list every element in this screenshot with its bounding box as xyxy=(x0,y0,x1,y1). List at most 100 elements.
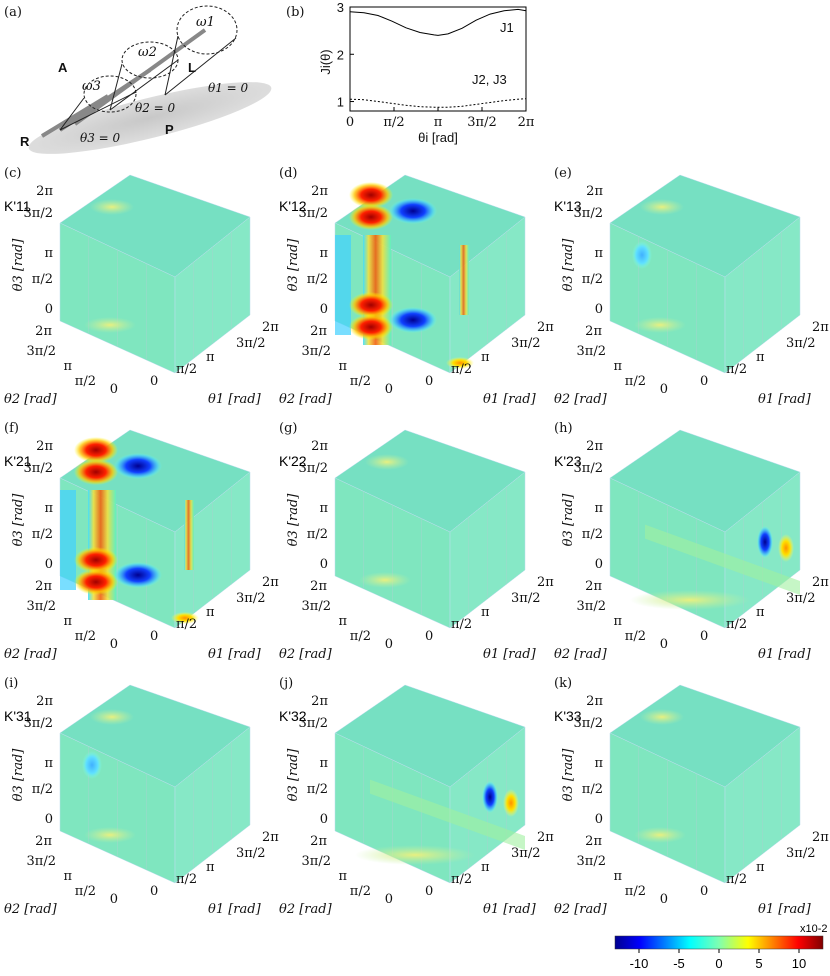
point-r-label: R xyxy=(20,134,30,149)
theta2-tick: 3π/2 xyxy=(27,599,56,614)
theta3-tick: 0 xyxy=(320,302,328,317)
heat-blob-blue xyxy=(114,562,162,588)
theta3-tick: 2π xyxy=(586,184,603,199)
theta1-tick: π xyxy=(206,860,215,875)
theta1-tick: π/2 xyxy=(726,362,747,377)
series-line-1 xyxy=(349,98,527,108)
theta3-tick: 0 xyxy=(595,812,603,827)
panel-b-ylabel: Ji(θ) xyxy=(318,49,333,74)
theta2-tick: π xyxy=(63,614,72,629)
theta2-tick: 0 xyxy=(660,892,668,907)
panel-a-letter: (a) xyxy=(4,5,22,20)
theta1-tick: 0 xyxy=(150,884,158,899)
theta3-axis-label: θ3 [rad] xyxy=(11,748,26,802)
heat-blob-cyan xyxy=(82,751,102,779)
panel-letter: (h) xyxy=(554,421,573,436)
theta1-tick: 0 xyxy=(150,629,158,644)
theta1-axis-label: θ1 [rad] xyxy=(208,392,262,407)
theta1-tick: 3π/2 xyxy=(236,846,265,861)
theta2-tick: π/2 xyxy=(350,629,371,644)
theta3-tick: 2π xyxy=(311,694,328,709)
series-j23-label: J2, J3 xyxy=(472,72,507,87)
theta3-tick: π/2 xyxy=(307,272,328,287)
heat-band xyxy=(370,779,525,850)
theta3-tick: 2π xyxy=(36,694,53,709)
k-label: K'21 xyxy=(4,453,32,469)
theta2-tick: 0 xyxy=(110,382,118,397)
theta2-tick: 3π/2 xyxy=(302,854,331,869)
theta1-tick: π xyxy=(756,350,765,365)
omega3-label: ω3 xyxy=(82,79,101,94)
panel-letter: (j) xyxy=(279,676,293,691)
theta2-tick: π xyxy=(63,869,72,884)
theta3-axis-label: θ3 [rad] xyxy=(286,748,301,802)
theta3-tick: π/2 xyxy=(307,782,328,797)
theta3-axis-label: θ3 [rad] xyxy=(286,493,301,547)
theta3-tick: π xyxy=(319,246,328,261)
theta2-tick: 3π/2 xyxy=(577,599,606,614)
theta1-tick: 2π xyxy=(537,320,554,335)
theta2-tick: 0 xyxy=(110,637,118,652)
theta3-axis-label: θ3 [rad] xyxy=(11,493,26,547)
theta3-tick: π/2 xyxy=(32,782,53,797)
theta1-tick: π/2 xyxy=(176,872,197,887)
theta2-tick: π/2 xyxy=(625,884,646,899)
theta3-tick: π xyxy=(594,501,603,516)
k-label: K'32 xyxy=(279,708,307,724)
theta2-tick: 2π xyxy=(35,579,52,594)
theta3-tick: 0 xyxy=(320,557,328,572)
theta1-tick: π xyxy=(756,605,765,620)
panel-letter: (e) xyxy=(554,166,572,181)
theta3-tick: 2π xyxy=(36,439,53,454)
k-label: K'31 xyxy=(4,708,32,724)
theta1-zero: θ1 = 0 xyxy=(208,81,249,95)
theta3-axis-label: θ3 [rad] xyxy=(561,748,576,802)
theta3-tick: π/2 xyxy=(32,527,53,542)
colorbar-exponent: x10-2 xyxy=(800,923,828,935)
theta3-axis-label: θ3 [rad] xyxy=(561,493,576,547)
theta2-axis-label: θ2 [rad] xyxy=(4,647,58,662)
theta2-tick: 3π/2 xyxy=(27,854,56,869)
colorbar-tick-label: 5 xyxy=(755,956,762,971)
theta1-tick: π/2 xyxy=(726,872,747,887)
panel-letter: (g) xyxy=(279,421,297,436)
plane-ellipse xyxy=(28,82,272,154)
theta1-axis-label: θ1 [rad] xyxy=(758,647,812,662)
theta3-tick: 3π/2 xyxy=(299,716,328,731)
theta2-tick: π/2 xyxy=(625,374,646,389)
heat-blob-red xyxy=(74,459,118,485)
omega2-label: ω2 xyxy=(138,45,157,60)
theta1-tick: π/2 xyxy=(451,872,472,887)
heat-blob-pale xyxy=(365,454,409,470)
theta2-tick: π xyxy=(338,869,347,884)
k-label: K'12 xyxy=(279,198,307,214)
theta3-tick: 3π/2 xyxy=(574,206,603,221)
theta1-tick: π/2 xyxy=(176,617,197,632)
theta3-tick: π/2 xyxy=(307,527,328,542)
theta1-tick: π xyxy=(206,605,215,620)
point-p-label: P xyxy=(165,122,174,137)
theta1-tick: π xyxy=(206,350,215,365)
theta1-tick: π/2 xyxy=(451,617,472,632)
theta2-tick: 3π/2 xyxy=(27,344,56,359)
theta1-tick: 3π/2 xyxy=(786,336,815,351)
theta1-tick: 2π xyxy=(262,575,279,590)
theta3-tick: π/2 xyxy=(32,272,53,287)
theta2-tick: π xyxy=(613,869,622,884)
panel-b-series xyxy=(349,8,527,108)
theta1-axis-label: θ1 [rad] xyxy=(758,902,812,917)
theta2-tick: 2π xyxy=(585,579,602,594)
theta1-tick: π/2 xyxy=(176,362,197,377)
panel-letter: (d) xyxy=(279,166,297,181)
theta2-tick: π xyxy=(338,614,347,629)
theta3-tick: 2π xyxy=(36,184,53,199)
theta3-tick: 3π/2 xyxy=(574,716,603,731)
panel-a: (a) ω3 ω2 ω1 θ3 = 0 θ2 = 0 θ1 = 0 A L R … xyxy=(4,5,272,154)
theta3-tick: π xyxy=(44,756,53,771)
